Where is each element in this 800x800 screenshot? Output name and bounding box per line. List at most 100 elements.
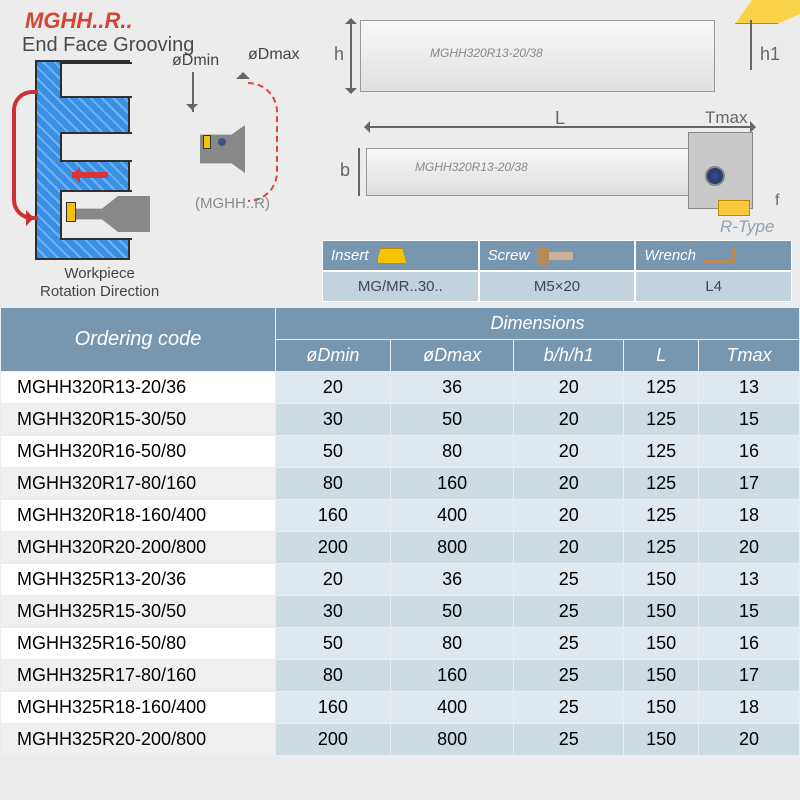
table-row: MGHH320R18-160/4001604002012518	[1, 500, 800, 532]
workpiece-slot	[60, 132, 132, 162]
insert-value: MG/MR..30..	[322, 271, 479, 302]
value-cell: 15	[699, 596, 800, 628]
table-row: MGHH320R17-80/160801602012517	[1, 468, 800, 500]
value-cell: 20	[514, 404, 624, 436]
value-cell: 17	[699, 468, 800, 500]
value-cell: 80	[390, 436, 514, 468]
value-cell: 25	[514, 628, 624, 660]
wrench-value: L4	[635, 271, 792, 302]
value-cell: 400	[390, 692, 514, 724]
value-cell: 20	[514, 532, 624, 564]
col-header: øDmax	[390, 340, 514, 372]
value-cell: 50	[276, 628, 391, 660]
value-cell: 125	[624, 436, 699, 468]
screw-value: M5×20	[479, 271, 636, 302]
insert-icon	[377, 248, 407, 264]
value-cell: 18	[699, 692, 800, 724]
dimensions-header: Dimensions	[276, 308, 800, 340]
value-cell: 160	[390, 468, 514, 500]
tool-marking-label-2: MGHH320R13-20/38	[415, 160, 528, 174]
value-cell: 50	[390, 404, 514, 436]
table-row: MGHH320R15-30/5030502012515	[1, 404, 800, 436]
h-label: h	[334, 44, 344, 65]
ordering-code-cell: MGHH320R13-20/36	[1, 372, 276, 404]
value-cell: 400	[390, 500, 514, 532]
table-row: MGHH320R16-50/8050802012516	[1, 436, 800, 468]
value-cell: 18	[699, 500, 800, 532]
tool-insert-bottom-icon	[718, 200, 750, 216]
value-cell: 30	[276, 596, 391, 628]
f-label: f	[775, 192, 779, 210]
value-cell: 80	[276, 660, 391, 692]
wrench-header-label: Wrench	[644, 247, 696, 264]
value-cell: 200	[276, 724, 391, 756]
ordering-code-cell: MGHH325R20-200/800	[1, 724, 276, 756]
ordering-code-cell: MGHH320R20-200/800	[1, 532, 276, 564]
screw-header: Screw	[479, 240, 636, 271]
h1-dimension-arrow-icon	[750, 20, 752, 70]
table-row: MGHH320R13-20/3620362012513	[1, 372, 800, 404]
value-cell: 25	[514, 564, 624, 596]
value-cell: 15	[699, 404, 800, 436]
col-header: L	[624, 340, 699, 372]
spec-table-head: Ordering code Dimensions øDminøDmaxb/h/h…	[1, 308, 800, 372]
value-cell: 160	[390, 660, 514, 692]
value-cell: 16	[699, 436, 800, 468]
value-cell: 125	[624, 372, 699, 404]
value-cell: 125	[624, 468, 699, 500]
value-cell: 20	[276, 372, 391, 404]
value-cell: 13	[699, 564, 800, 596]
value-cell: 13	[699, 372, 800, 404]
value-cell: 50	[390, 596, 514, 628]
value-cell: 80	[276, 468, 391, 500]
spec-table-body: MGHH320R13-20/3620362012513MGHH320R15-30…	[1, 372, 800, 756]
dmin-label: øDmin	[172, 52, 219, 70]
value-cell: 150	[624, 692, 699, 724]
value-cell: 36	[390, 372, 514, 404]
h-dimension-arrow-icon	[350, 20, 352, 92]
r-type-label: R-Type	[720, 217, 774, 237]
dmax-label: øDmax	[248, 46, 300, 64]
value-cell: 20	[514, 468, 624, 500]
workpiece-label: Workpiece Rotation Direction	[40, 265, 159, 301]
tmax-label: Tmax	[705, 108, 748, 128]
value-cell: 20	[699, 532, 800, 564]
value-cell: 25	[514, 724, 624, 756]
value-cell: 150	[624, 660, 699, 692]
arrow-head-icon	[236, 65, 250, 79]
ordering-code-cell: MGHH325R16-50/80	[1, 628, 276, 660]
value-cell: 150	[624, 628, 699, 660]
table-row: MGHH325R18-160/4001604002515018	[1, 692, 800, 724]
rotation-arrow-icon	[12, 90, 38, 220]
value-cell: 800	[390, 532, 514, 564]
diagram-area: MGHH..R.. End Face Grooving Workpiece Ro…	[0, 0, 800, 305]
ordering-code-cell: MGHH320R18-160/400	[1, 500, 276, 532]
dmax-arc-icon	[248, 82, 278, 202]
value-cell: 125	[624, 404, 699, 436]
arrow-head-icon	[186, 104, 198, 116]
tool-insert-top-icon	[735, 0, 800, 24]
value-cell: 17	[699, 660, 800, 692]
value-cell: 800	[390, 724, 514, 756]
ordering-code-cell: MGHH325R13-20/36	[1, 564, 276, 596]
accessories-table: Insert Screw Wrench MG/MR..30.. M5×20 L4	[322, 240, 792, 302]
value-cell: 25	[514, 660, 624, 692]
table-row: MGHH325R17-80/160801602515017	[1, 660, 800, 692]
value-cell: 160	[276, 692, 391, 724]
tool-insert-icon	[66, 202, 76, 222]
value-cell: 20	[514, 372, 624, 404]
value-cell: 150	[624, 596, 699, 628]
table-row: MGHH320R20-200/8002008002012520	[1, 532, 800, 564]
screw-header-label: Screw	[488, 247, 530, 264]
insert-header: Insert	[322, 240, 479, 271]
series-title: MGHH..R..	[25, 8, 133, 34]
ordering-code-cell: MGHH320R16-50/80	[1, 436, 276, 468]
table-row: MGHH325R16-50/8050802515016	[1, 628, 800, 660]
ordering-code-header: Ordering code	[1, 308, 276, 372]
workpiece-slot	[60, 62, 132, 98]
value-cell: 125	[624, 532, 699, 564]
insert-header-label: Insert	[331, 247, 369, 264]
b-dimension-arrow-icon	[358, 148, 360, 196]
series-subtitle: End Face Grooving	[22, 34, 194, 57]
wrench-icon	[704, 248, 744, 264]
